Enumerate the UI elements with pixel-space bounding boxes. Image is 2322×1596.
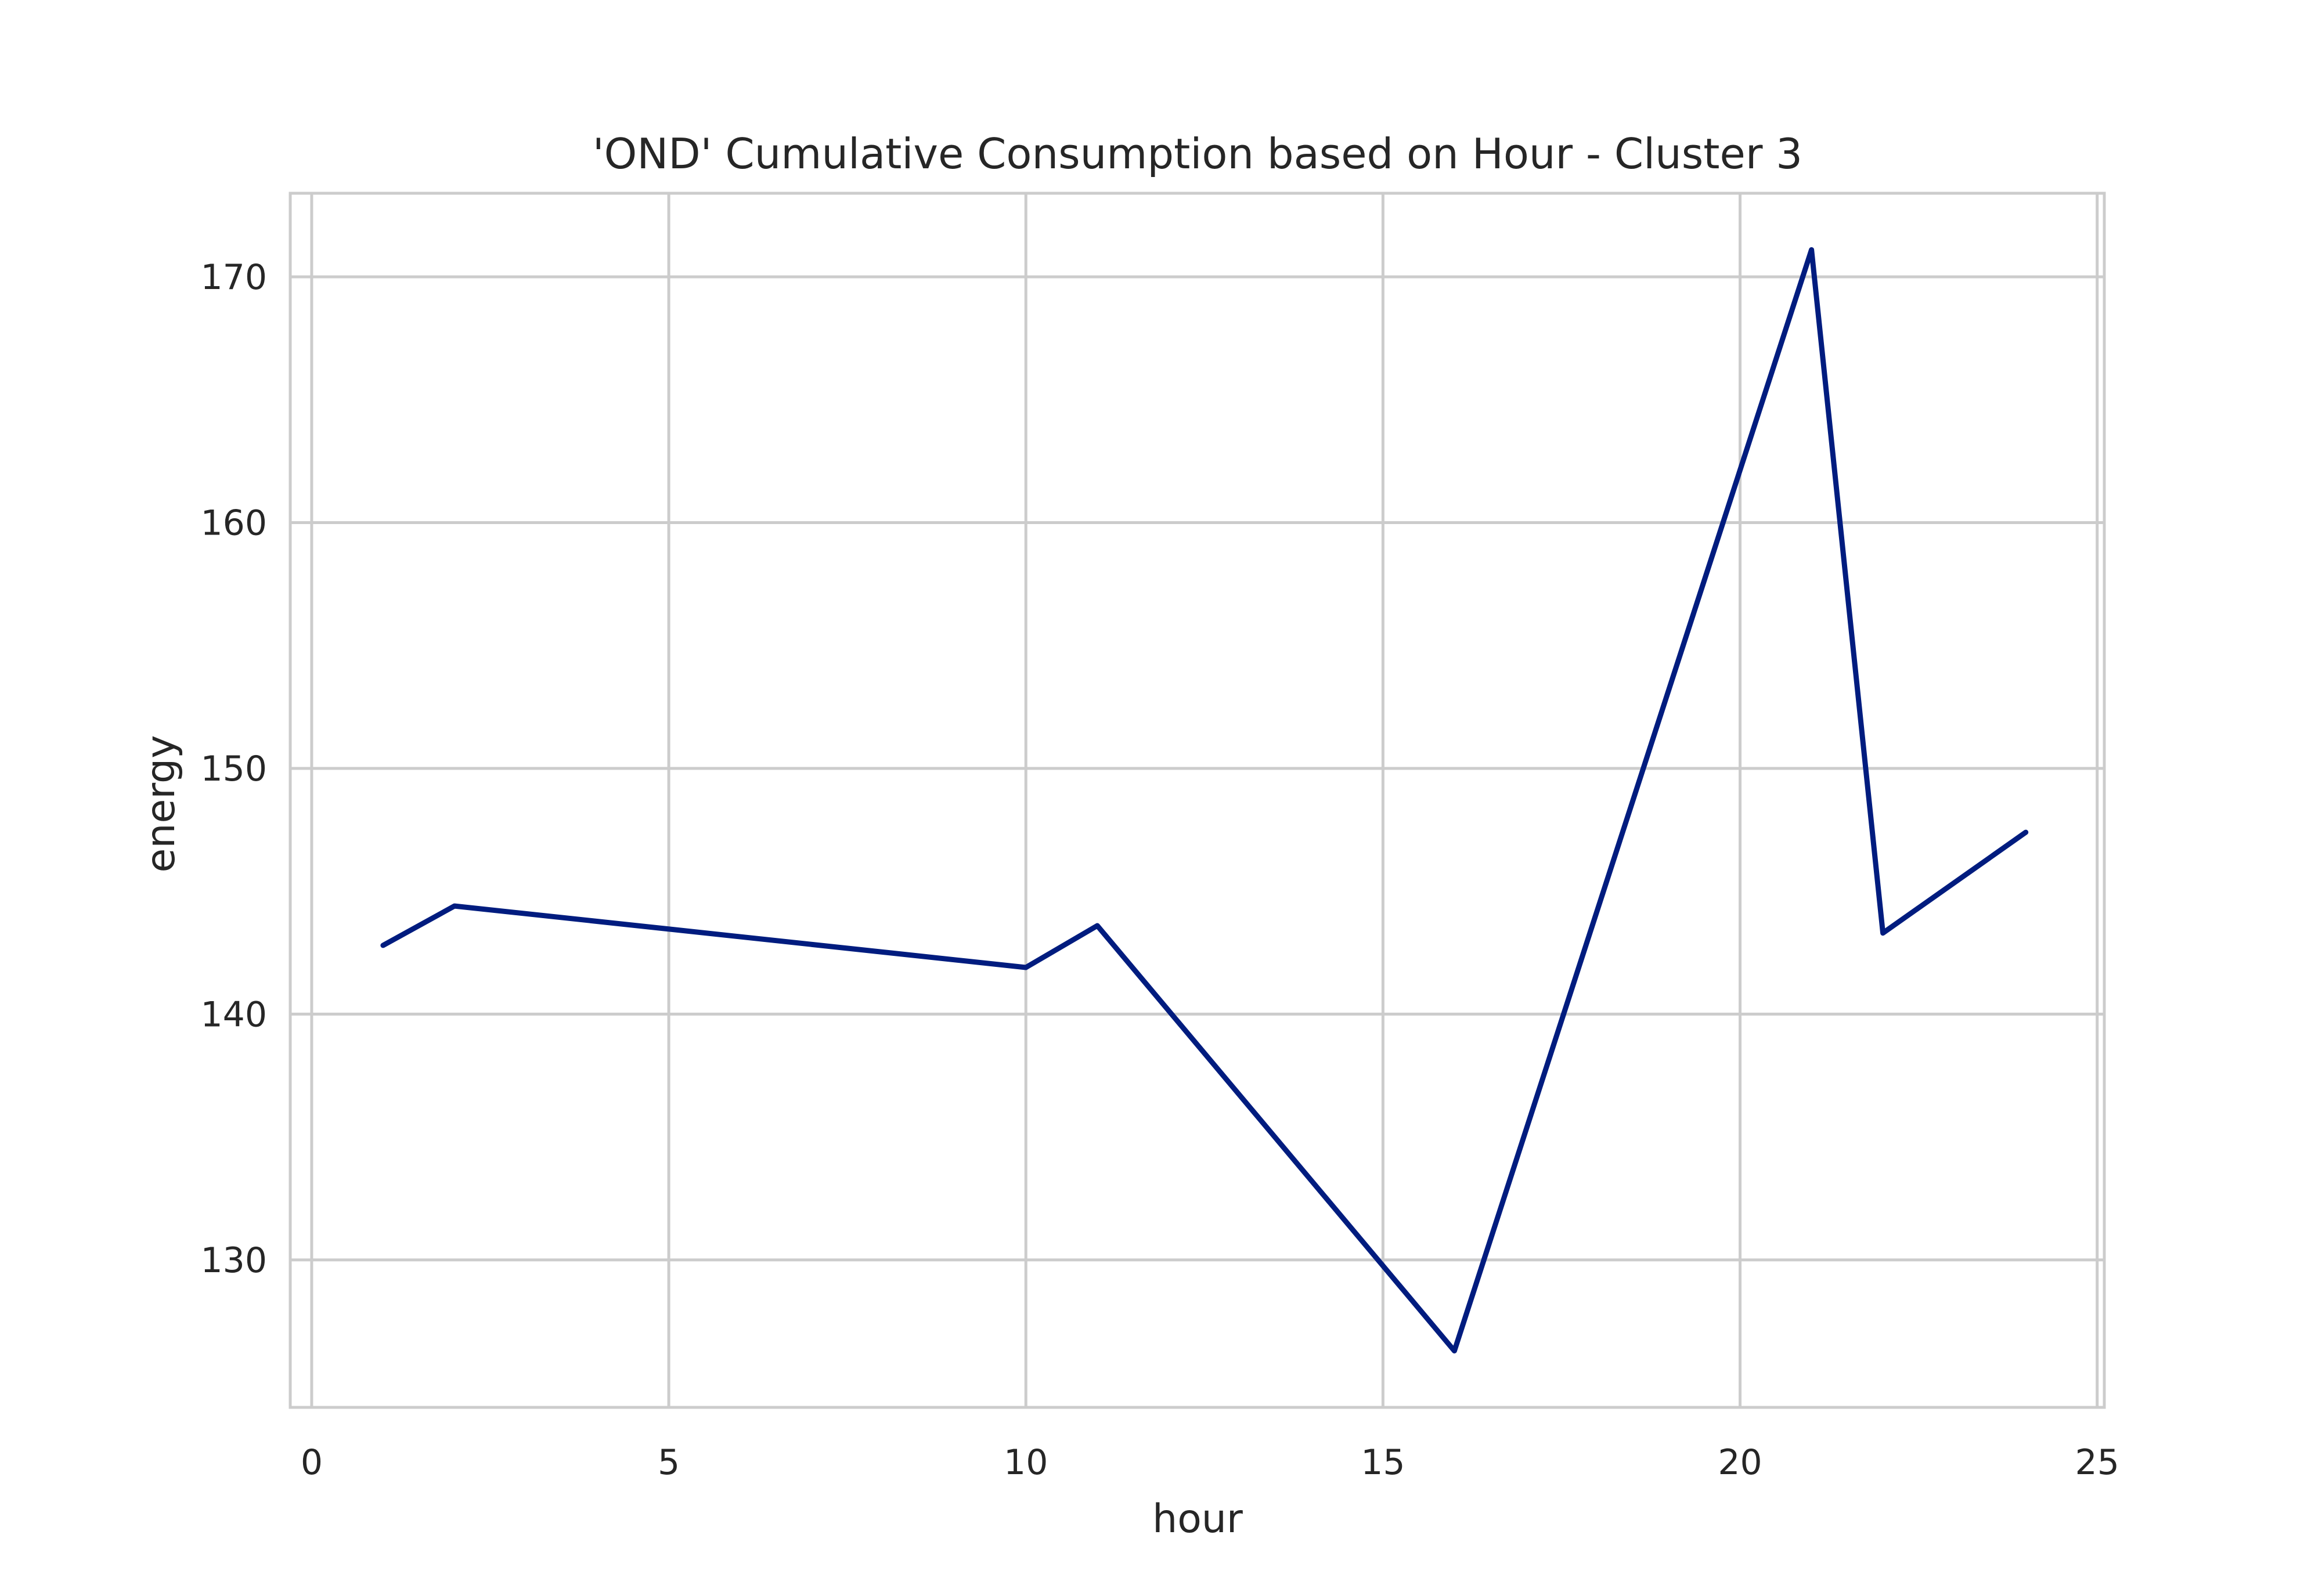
series-line bbox=[380, 247, 2029, 1354]
grid-lines bbox=[290, 193, 2104, 1407]
y-tick-label: 160 bbox=[200, 503, 267, 543]
y-tick-label: 170 bbox=[200, 257, 267, 298]
x-tick-label: 25 bbox=[2075, 1442, 2119, 1483]
x-axis-label: hour bbox=[1152, 1496, 1243, 1542]
x-tick-label: 10 bbox=[1004, 1442, 1048, 1483]
x-tick-label: 0 bbox=[301, 1442, 323, 1483]
y-axis-label: energy bbox=[138, 735, 184, 873]
x-tick-label: 15 bbox=[1361, 1442, 1405, 1483]
series-layer bbox=[380, 247, 2029, 1354]
plot-frame bbox=[289, 192, 2106, 1409]
x-tick-label: 5 bbox=[658, 1442, 680, 1483]
y-tick-label: 130 bbox=[200, 1240, 267, 1281]
y-tick-label: 140 bbox=[200, 994, 267, 1035]
x-tick-label: 20 bbox=[1718, 1442, 1762, 1483]
x-tick-labels: 0 5 10 15 20 25 bbox=[301, 1442, 2119, 1483]
y-tick-label: 150 bbox=[200, 749, 267, 789]
y-tick-labels: 130 140 150 160 170 bbox=[200, 257, 267, 1281]
chart-title: 'OND' Cumulative Consumption based on Ho… bbox=[593, 129, 1802, 178]
